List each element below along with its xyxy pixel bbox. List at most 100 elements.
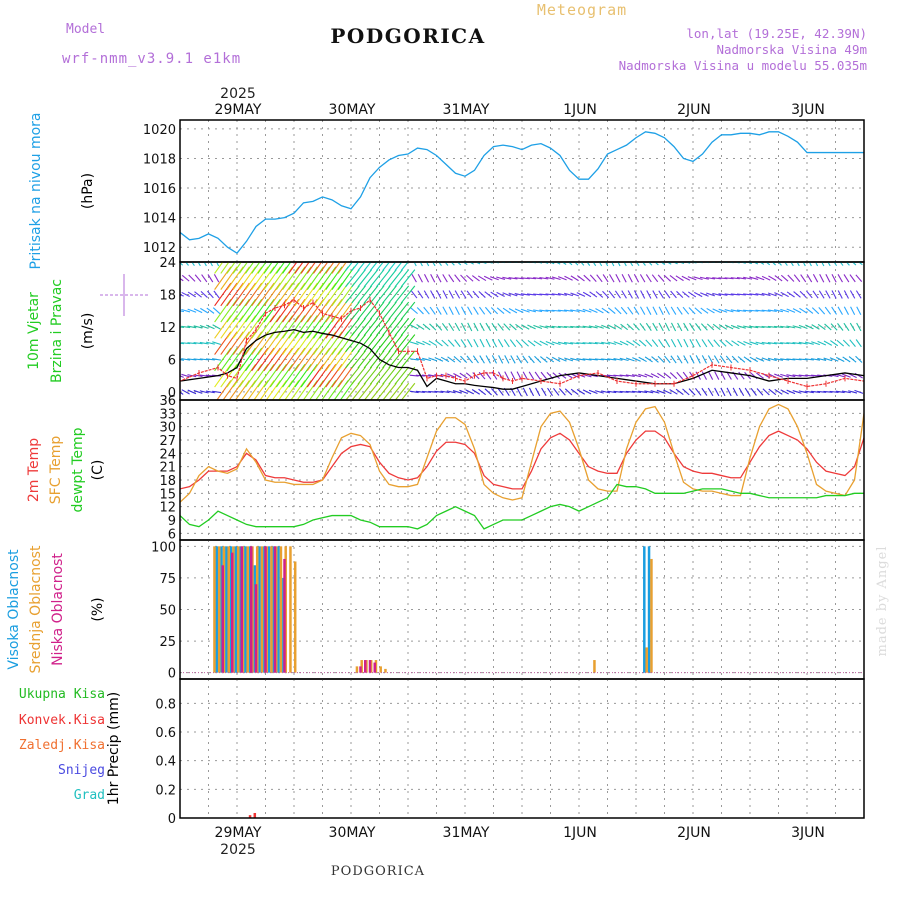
- plot-area: [248, 812, 257, 818]
- wind-arrow: [670, 322, 677, 332]
- wind-arrow: [193, 342, 203, 345]
- wind-arrow: [639, 306, 646, 315]
- wind-arrow: [462, 262, 468, 266]
- wind-arrow: [442, 306, 448, 315]
- wind-arrow: [539, 325, 549, 329]
- wind-arrow: [251, 298, 269, 323]
- wind-arrow: [783, 262, 788, 266]
- wind-arrow: [720, 371, 726, 380]
- wind-arrow: [767, 292, 777, 297]
- wind-arrow: [756, 388, 764, 396]
- wind-arrow: [687, 276, 697, 281]
- bar-srednja-oblacnost: [270, 546, 273, 673]
- x-tick-label-top: 3JUN: [791, 102, 825, 118]
- wind-arrow: [503, 339, 510, 348]
- wind-arrow: [369, 382, 385, 400]
- wind-arrow: [369, 269, 385, 288]
- wind-arrow: [701, 339, 708, 348]
- wind-arrow: [191, 262, 195, 267]
- wind-arrow: [181, 274, 190, 282]
- wind-arrow: [188, 274, 196, 282]
- wind-arrow: [582, 373, 592, 378]
- wind-arrow: [257, 331, 275, 355]
- wind-arrow: [275, 282, 294, 307]
- wind-arrow: [199, 390, 209, 394]
- wind-arrow: [288, 315, 306, 339]
- wind-arrow: [792, 390, 802, 394]
- wind-arrow: [547, 387, 553, 396]
- wind-arrow: [793, 274, 801, 283]
- wind-arrow: [607, 307, 616, 314]
- wind-arrow: [319, 298, 337, 323]
- wind-arrow: [423, 273, 430, 283]
- y-tick-label: 0: [168, 667, 176, 682]
- wind-arrow: [651, 339, 659, 348]
- wind-arrow: [331, 262, 341, 274]
- y-axis-unit: (%): [90, 597, 106, 621]
- wind-arrow: [459, 389, 468, 395]
- wind-arrow: [542, 262, 549, 264]
- wind-arrow: [294, 331, 312, 355]
- wind-arrow: [786, 308, 796, 313]
- bar-niska-oblacnost: [283, 558, 286, 673]
- wind-arrow: [780, 308, 790, 313]
- wind-arrow: [570, 275, 579, 282]
- wind-arrow: [376, 382, 391, 400]
- y-tick-label: 33: [159, 407, 176, 422]
- wind-arrow: [436, 306, 442, 315]
- wind-arrow: [613, 324, 623, 330]
- wind-arrow: [836, 339, 845, 347]
- wind-arrow: [180, 391, 184, 395]
- wind-arrow: [479, 338, 485, 348]
- y-tick-label: 75: [159, 572, 176, 587]
- wind-arrow: [522, 371, 528, 380]
- wind-arrow: [220, 282, 238, 307]
- wind-arrow: [251, 315, 269, 339]
- wind-arrow: [694, 307, 702, 315]
- precip-legend: Ukupna Kisa Konvek.Kisa Zaledj.Kisa Snij…: [19, 687, 105, 803]
- y-tick-label: 24: [159, 256, 176, 271]
- wind-arrow: [631, 390, 642, 393]
- wind-arrow: [602, 290, 610, 299]
- wind-arrow: [619, 340, 629, 346]
- wind-arrow: [275, 363, 294, 388]
- wind-arrow: [288, 262, 298, 274]
- wind-arrow: [319, 363, 337, 388]
- wind-arrow: [491, 388, 498, 396]
- wind-arrow: [300, 315, 318, 339]
- wind-arrow: [207, 290, 214, 299]
- wind-arrow: [528, 355, 535, 364]
- wind-arrow: [619, 357, 629, 362]
- wind-arrow: [761, 292, 771, 297]
- wind-arrow: [594, 341, 604, 345]
- wind-arrow: [351, 350, 366, 369]
- wind-arrow: [830, 323, 838, 331]
- wind-arrow: [701, 355, 707, 364]
- wind-arrow: [394, 285, 410, 304]
- wind-arrow: [514, 277, 524, 280]
- wind-arrow: [632, 357, 641, 362]
- wind-arrow: [551, 309, 561, 312]
- wind-arrow: [755, 325, 765, 329]
- wind-arrow: [331, 315, 349, 339]
- x-tick-label-top: 29MAY: [215, 102, 262, 118]
- wind-arrow: [539, 276, 549, 280]
- wind-arrow: [199, 341, 209, 345]
- wind-arrow: [194, 274, 202, 283]
- wind-arrow: [369, 317, 385, 336]
- x-tick-label-bottom: 3JUN: [791, 825, 825, 841]
- series-speed: [180, 328, 864, 390]
- wind-arrow: [516, 387, 522, 397]
- wind-arrow: [496, 307, 505, 315]
- wind-arrow: [825, 290, 831, 299]
- wind-arrow: [777, 262, 782, 266]
- wind-arrow: [712, 308, 722, 314]
- wind-arrow: [718, 324, 728, 330]
- wind-arrow: [446, 390, 456, 394]
- wind-arrow: [181, 308, 191, 313]
- wind-arrow: [658, 290, 665, 299]
- wind-arrow: [411, 274, 417, 283]
- wind-arrow: [226, 331, 244, 355]
- wind-arrow: [400, 366, 416, 385]
- elevation-label: Nadmorska Visina 49m: [716, 42, 867, 57]
